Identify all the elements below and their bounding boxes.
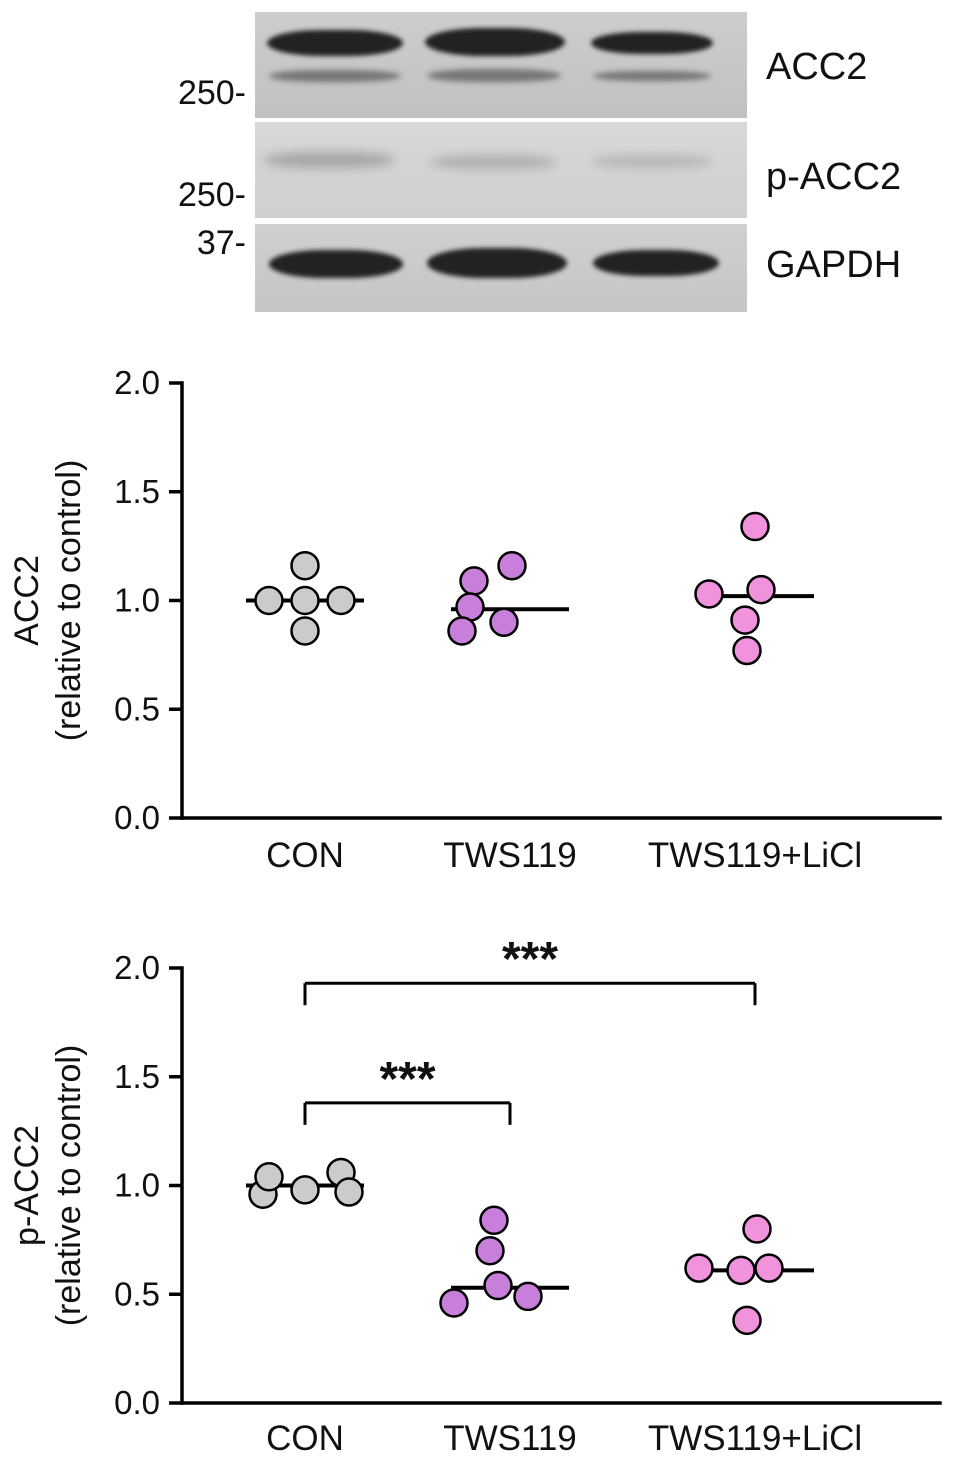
blot-band-acc2-lane2: [425, 28, 565, 56]
svg-text:1.0: 1.0: [114, 1167, 160, 1204]
blot-panel-gapdh: [255, 224, 747, 312]
svg-text:TWS119: TWS119: [443, 1419, 577, 1458]
blot-label-acc2: ACC2: [766, 46, 868, 88]
svg-text:TWS119: TWS119: [443, 836, 577, 875]
svg-text:1.5: 1.5: [114, 1058, 160, 1095]
svg-text:ACC2: ACC2: [8, 555, 46, 646]
blot-band-gapdh-lane2: [427, 248, 567, 278]
mw-marker-250-pacc2: 250-: [177, 176, 246, 214]
blot-band-gapdh-lane3: [593, 250, 719, 276]
mw-marker-250-acc2: 250-: [177, 74, 246, 112]
blot-band-acc2-lane3: [591, 32, 713, 54]
svg-text:1.5: 1.5: [114, 473, 160, 510]
svg-text:(relative to control): (relative to control): [50, 460, 88, 742]
blot-band-acc2-lane1-lower: [269, 70, 401, 82]
p-acc2-scatter-chart: 0.0 0.5 1.0 1.5 2.0 CON TWS119 TWS119+LiCl p-ACC…: [8, 935, 942, 1458]
svg-text:0.0: 0.0: [114, 799, 160, 836]
svg-text:p-ACC2: p-ACC2: [8, 1125, 46, 1246]
blot-band-acc2-lane3-lower: [593, 71, 711, 81]
acc2-scatter-chart: 0.0 0.5 1.0 1.5 2.0 CON TWS119 TWS119+LiCl ACC2(…: [8, 364, 942, 875]
blot-band-pacc2-lane2: [429, 155, 557, 169]
blot-panel-acc2: [255, 12, 747, 118]
blot-panel-pacc2: [255, 122, 747, 218]
svg-text:0.5: 0.5: [114, 1275, 160, 1312]
blot-band-gapdh-lane1: [269, 250, 403, 278]
svg-text:TWS119+LiCl: TWS119+LiCl: [648, 836, 862, 875]
mw-marker-37-gapdh: 37-: [196, 224, 246, 262]
blot-band-acc2-lane2-lower: [427, 69, 561, 82]
blot-label-gapdh: GAPDH: [766, 244, 902, 286]
blot-band-pacc2-lane3: [591, 155, 713, 168]
svg-text:***: ***: [502, 935, 558, 986]
svg-text:***: ***: [379, 1053, 435, 1106]
blot-band-acc2-lane1: [267, 30, 403, 56]
svg-text:2.0: 2.0: [114, 364, 160, 401]
svg-text:0.0: 0.0: [114, 1384, 160, 1421]
svg-text:2.0: 2.0: [114, 949, 160, 986]
svg-text:CON: CON: [266, 1419, 344, 1458]
blot-band-pacc2-lane1: [263, 152, 395, 168]
blot-label-pacc2: p-ACC2: [766, 156, 902, 198]
svg-text:TWS119+LiCl: TWS119+LiCl: [648, 1419, 862, 1458]
svg-text:0.5: 0.5: [114, 690, 160, 727]
svg-text:1.0: 1.0: [114, 582, 160, 619]
svg-text:(relative to control): (relative to control): [50, 1045, 88, 1327]
svg-text:CON: CON: [266, 836, 344, 875]
